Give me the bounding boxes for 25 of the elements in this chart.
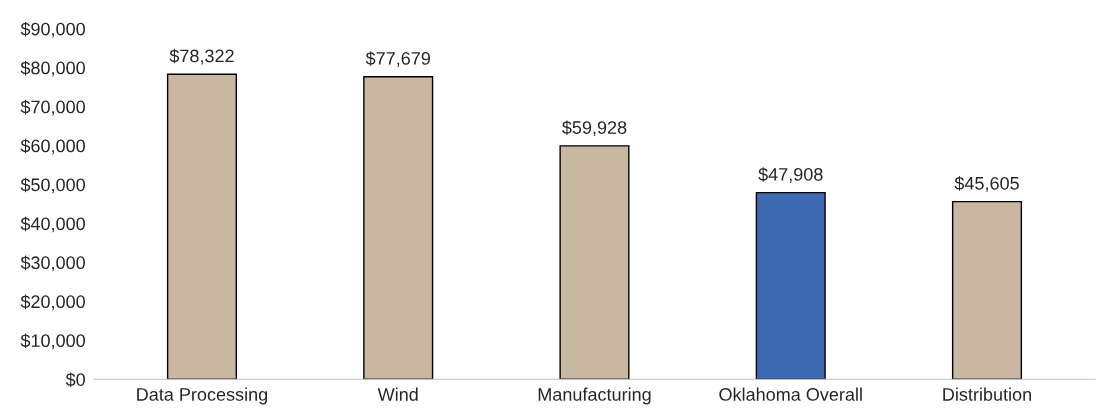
y-tick-label: $70,000: [20, 99, 85, 116]
x-tick-label: Data Processing: [137, 387, 268, 405]
y-tick-label: $10,000: [20, 333, 85, 350]
bar: [559, 145, 630, 380]
data-label: $59,928: [562, 120, 627, 137]
bar: [363, 75, 434, 380]
x-tick-label: Distribution: [943, 387, 1031, 401]
y-tick-label: $20,000: [20, 294, 85, 311]
y-tick-label: $90,000: [20, 21, 85, 38]
bar: [951, 200, 1023, 380]
y-tick-label: $40,000: [20, 216, 85, 233]
data-label: $78,322: [169, 48, 234, 65]
data-label: $77,679: [365, 51, 430, 67]
x-tick-label: Wind: [377, 387, 418, 401]
y-tick-label: $80,000: [20, 60, 85, 77]
bar: [755, 191, 826, 380]
x-tick-label: Oklahoma Overall: [719, 387, 862, 401]
y-tick-label: $0: [65, 372, 85, 388]
bar: [166, 73, 237, 380]
y-tick-label: $50,000: [20, 177, 85, 194]
y-tick-label: $30,000: [20, 255, 85, 272]
x-tick-label: Manufacturing: [538, 387, 651, 405]
data-label: $45,605: [954, 176, 1019, 192]
y-tick-label: $60,000: [20, 138, 85, 155]
data-label: $47,908: [758, 167, 823, 183]
